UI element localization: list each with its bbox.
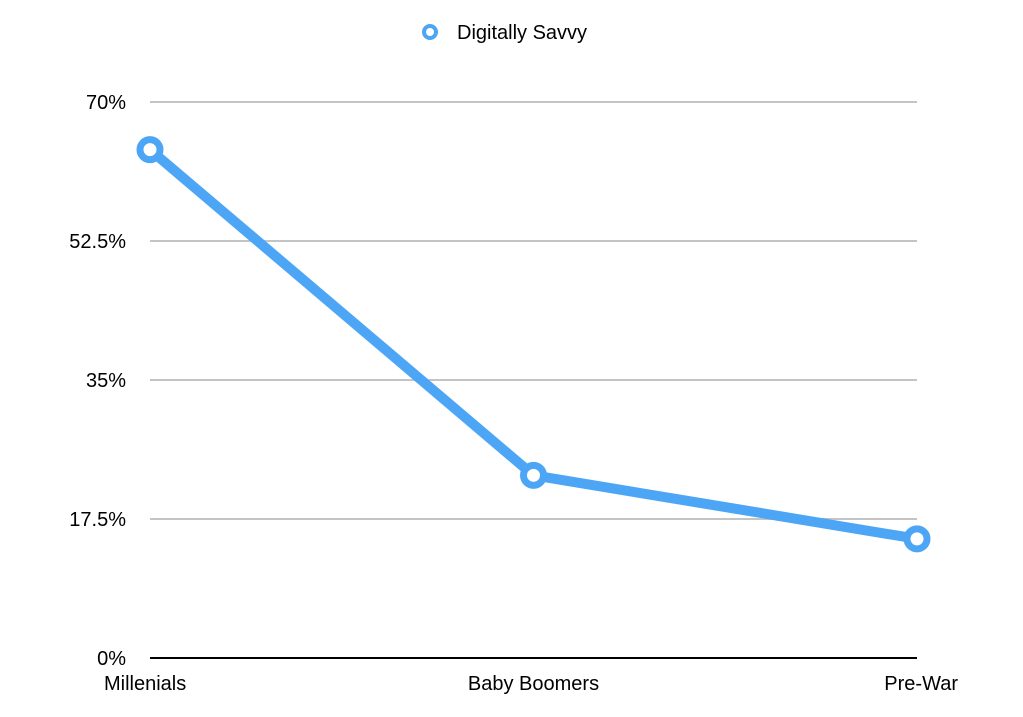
legend-marker-icon xyxy=(422,24,438,40)
x-axis-ticks: Millenials Baby Boomers Pre-War xyxy=(104,673,958,695)
data-point-marker xyxy=(520,461,547,489)
series-layer xyxy=(136,136,931,553)
y-axis-ticks: 0% 17.5% 35% 52.5% 70% xyxy=(69,92,126,670)
legend-label: Digitally Savvy xyxy=(457,22,587,44)
data-point-marker xyxy=(136,136,164,164)
legend: Digitally Savvy xyxy=(422,22,587,44)
data-point-marker xyxy=(903,525,931,553)
y-tick-label: 35% xyxy=(86,370,126,392)
x-tick-label: Baby Boomers xyxy=(468,673,599,695)
x-tick-label: Pre-War xyxy=(884,673,958,695)
y-tick-label: 0% xyxy=(97,648,126,670)
y-tick-label: 52.5% xyxy=(69,231,126,253)
y-tick-label: 17.5% xyxy=(69,509,126,531)
y-tick-label: 70% xyxy=(86,92,126,114)
gridlines xyxy=(150,101,917,520)
x-tick-label: Millenials xyxy=(104,673,186,695)
